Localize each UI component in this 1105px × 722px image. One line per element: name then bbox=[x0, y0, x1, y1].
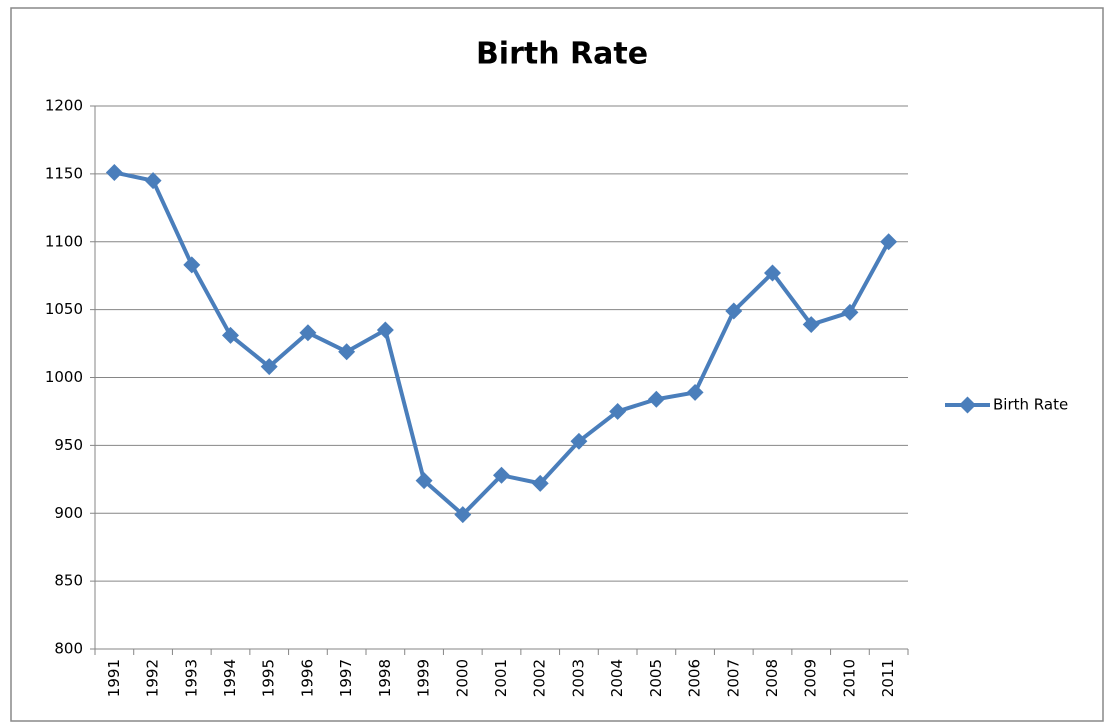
marker bbox=[880, 233, 898, 251]
x-tick-label: 2010 bbox=[840, 659, 858, 697]
legend-marker bbox=[959, 396, 976, 414]
marker bbox=[222, 326, 239, 344]
x-tick-label: 2006 bbox=[686, 659, 704, 697]
x-tick-label: 2011 bbox=[879, 659, 897, 697]
chart-title: Birth Rate bbox=[476, 37, 648, 72]
marker bbox=[802, 316, 820, 334]
marker bbox=[183, 256, 201, 274]
marker bbox=[493, 466, 510, 484]
x-tick-label: 1996 bbox=[298, 659, 316, 697]
marker bbox=[764, 264, 781, 282]
y-tick-label: 900 bbox=[54, 504, 83, 522]
x-tick-label: 1993 bbox=[182, 659, 200, 697]
marker bbox=[299, 324, 317, 342]
x-tick-label: 1992 bbox=[144, 659, 162, 697]
marker bbox=[260, 358, 278, 376]
chart-frame bbox=[10, 7, 1104, 722]
x-tick-label: 1994 bbox=[221, 659, 239, 697]
x-tick-label: 2009 bbox=[802, 659, 820, 697]
marker bbox=[454, 506, 472, 524]
marker bbox=[415, 472, 433, 490]
x-tick-label: 2003 bbox=[569, 659, 587, 697]
y-tick-label: 1050 bbox=[45, 300, 83, 318]
marker bbox=[376, 321, 394, 339]
marker bbox=[144, 172, 162, 190]
marker bbox=[105, 164, 123, 182]
y-tick-label: 1100 bbox=[45, 232, 83, 250]
marker bbox=[725, 302, 743, 320]
x-tick-label: 1995 bbox=[260, 659, 278, 697]
x-tick-label: 2007 bbox=[724, 659, 742, 697]
y-tick-label: 1150 bbox=[45, 164, 83, 182]
y-tick-label: 1200 bbox=[45, 97, 83, 115]
x-tick-label: 2000 bbox=[453, 659, 471, 697]
marker bbox=[686, 383, 704, 401]
legend-label: Birth Rate bbox=[993, 396, 1068, 414]
marker bbox=[841, 303, 859, 321]
x-tick-label: 1999 bbox=[415, 659, 433, 697]
y-tick-label: 1000 bbox=[45, 368, 83, 386]
x-tick-label: 2005 bbox=[647, 659, 665, 697]
marker bbox=[609, 402, 627, 420]
marker bbox=[531, 474, 549, 492]
x-tick-label: 1998 bbox=[376, 659, 394, 697]
x-tick-label: 2002 bbox=[531, 659, 549, 697]
x-tick-label: 2001 bbox=[492, 659, 510, 697]
x-tick-label: 2008 bbox=[763, 659, 781, 697]
marker bbox=[647, 390, 665, 408]
x-tick-label: 1991 bbox=[105, 659, 123, 697]
y-tick-label: 800 bbox=[54, 640, 83, 658]
y-tick-label: 950 bbox=[54, 436, 83, 454]
marker bbox=[570, 432, 588, 450]
x-tick-label: 2004 bbox=[608, 659, 626, 697]
x-tick-label: 1997 bbox=[337, 659, 355, 697]
marker bbox=[338, 343, 356, 361]
y-tick-label: 850 bbox=[54, 572, 83, 590]
